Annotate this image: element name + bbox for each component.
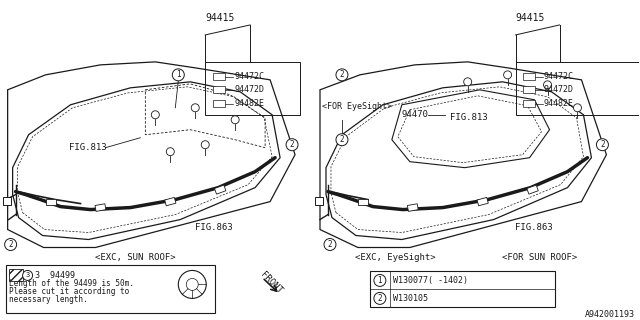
Bar <box>477 197 488 206</box>
Circle shape <box>596 139 609 151</box>
Text: Length of the 94499 is 50m.: Length of the 94499 is 50m. <box>8 279 134 288</box>
Bar <box>45 199 56 204</box>
Circle shape <box>573 104 582 112</box>
Bar <box>315 196 323 204</box>
Text: necessary length.: necessary length. <box>8 295 87 304</box>
Text: 2: 2 <box>600 140 605 149</box>
Text: 94472C: 94472C <box>543 72 573 81</box>
Circle shape <box>22 270 33 280</box>
Circle shape <box>543 81 552 89</box>
Text: 94472D: 94472D <box>543 85 573 94</box>
Text: W130077( -1402): W130077( -1402) <box>393 276 468 285</box>
Bar <box>527 185 538 194</box>
Bar <box>523 73 534 80</box>
Text: FIG.813: FIG.813 <box>68 143 106 152</box>
Circle shape <box>151 111 159 119</box>
Circle shape <box>172 69 184 81</box>
Circle shape <box>191 104 199 112</box>
Text: 94470: 94470 <box>402 110 429 119</box>
Circle shape <box>286 139 298 151</box>
Circle shape <box>504 71 511 79</box>
Bar <box>213 86 225 93</box>
Bar <box>408 204 419 212</box>
Text: FIG.813: FIG.813 <box>450 113 488 122</box>
Text: 94415: 94415 <box>205 13 235 23</box>
Circle shape <box>336 134 348 146</box>
Text: <FOR SUN ROOF>: <FOR SUN ROOF> <box>502 253 577 262</box>
Circle shape <box>179 270 206 298</box>
Text: 3: 3 <box>26 272 29 278</box>
Bar <box>8 269 22 281</box>
Text: 2: 2 <box>378 294 382 303</box>
Text: 94472D: 94472D <box>234 85 264 94</box>
Circle shape <box>166 148 174 156</box>
Text: 94482E: 94482E <box>543 99 573 108</box>
Text: Please cut it according to: Please cut it according to <box>8 287 129 296</box>
Text: A942001193: A942001193 <box>584 310 634 319</box>
Bar <box>164 197 176 206</box>
Text: 2: 2 <box>290 140 294 149</box>
Bar <box>213 73 225 80</box>
Bar <box>523 100 534 107</box>
Bar <box>6 266 215 313</box>
Bar <box>370 271 554 308</box>
Text: 1: 1 <box>378 276 382 285</box>
Bar <box>214 185 226 194</box>
Circle shape <box>186 278 198 291</box>
Circle shape <box>374 275 386 286</box>
Text: 2: 2 <box>340 70 344 79</box>
Text: 94415: 94415 <box>515 13 544 23</box>
Circle shape <box>201 141 209 149</box>
Bar <box>95 204 106 212</box>
Bar <box>3 196 11 204</box>
Circle shape <box>4 238 17 251</box>
Bar <box>358 199 368 204</box>
Text: <EXC, SUN ROOF>: <EXC, SUN ROOF> <box>95 253 176 262</box>
Text: 2: 2 <box>8 240 13 249</box>
Text: <FOR EyeSight>: <FOR EyeSight> <box>322 102 392 111</box>
Text: 2: 2 <box>328 240 332 249</box>
Circle shape <box>374 292 386 304</box>
Text: 2: 2 <box>340 135 344 144</box>
Text: FIG.863: FIG.863 <box>195 223 233 232</box>
Circle shape <box>464 78 472 86</box>
Text: FRONT: FRONT <box>259 270 284 295</box>
Text: 94472C: 94472C <box>234 72 264 81</box>
Text: 1: 1 <box>176 70 180 79</box>
Text: W130105: W130105 <box>393 294 428 303</box>
Circle shape <box>336 69 348 81</box>
Text: 94482E: 94482E <box>234 99 264 108</box>
Bar <box>213 100 225 107</box>
Text: 3  94499: 3 94499 <box>35 271 75 280</box>
Circle shape <box>324 238 336 251</box>
Circle shape <box>231 116 239 124</box>
Text: <EXC, EyeSight>: <EXC, EyeSight> <box>355 253 435 262</box>
Bar <box>523 86 534 93</box>
Text: FIG.863: FIG.863 <box>515 223 552 232</box>
